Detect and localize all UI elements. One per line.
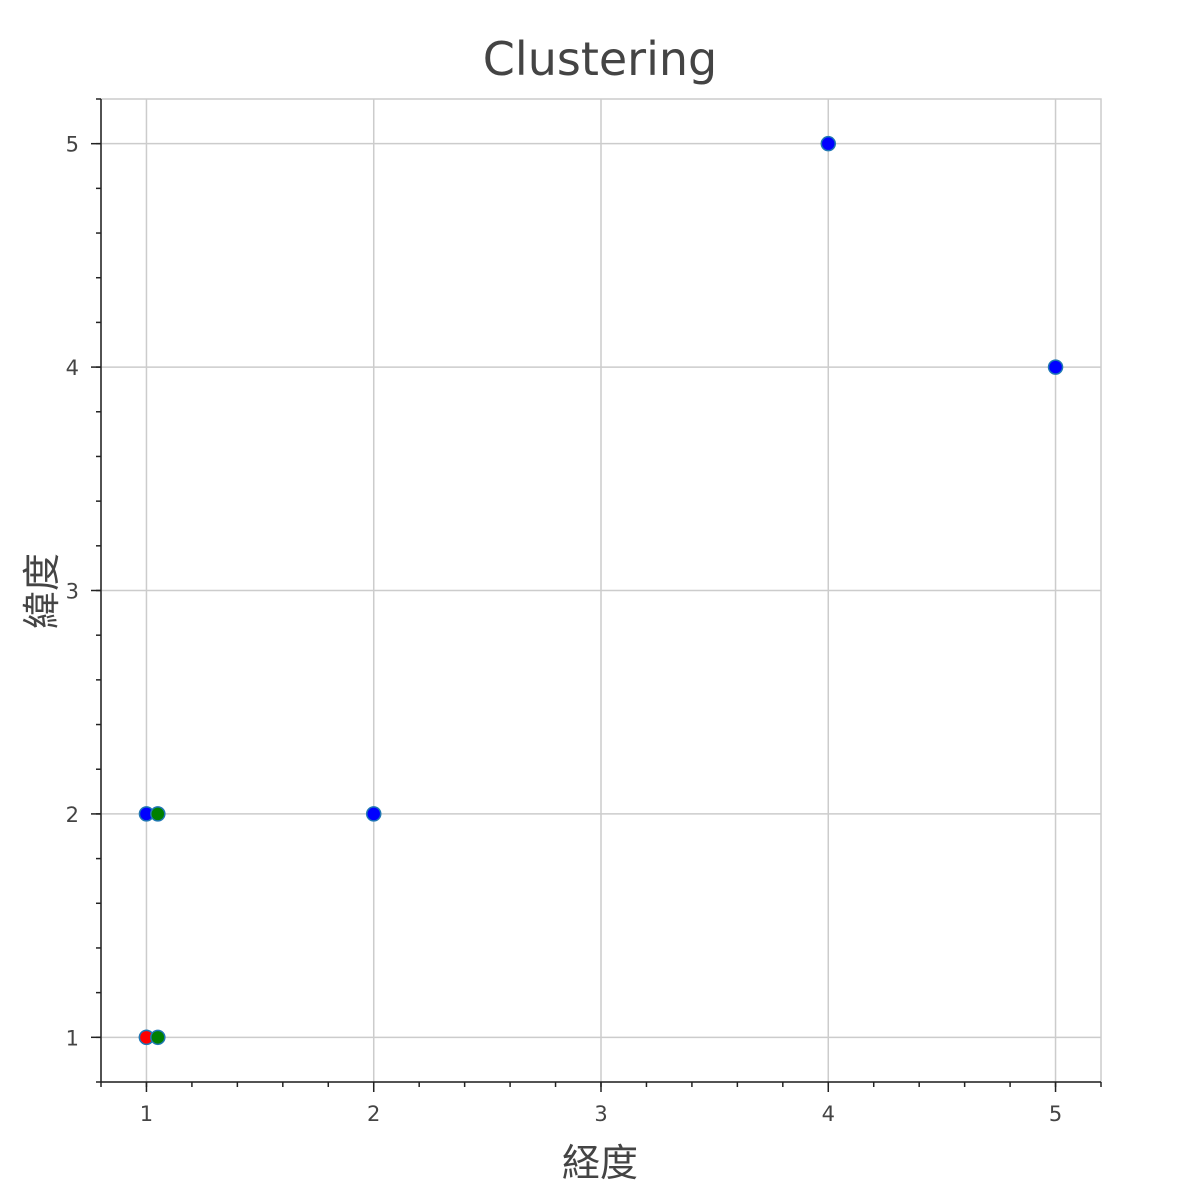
x-tick-label: 1	[140, 1102, 153, 1126]
scatter-point	[820, 135, 837, 152]
y-tick-label: 4	[66, 356, 79, 380]
axes	[91, 98, 1102, 1092]
x-axis-label: 経度	[562, 1141, 638, 1185]
x-tick-label: 4	[822, 1102, 835, 1126]
y-tick-label: 3	[66, 580, 79, 604]
scatter-point	[1047, 359, 1064, 375]
scatter-point	[150, 806, 166, 822]
y-tick-label: 5	[66, 133, 79, 157]
tick-labels: 1 2 3 4 5 1 2 3 4 5	[66, 133, 1063, 1126]
data-points	[138, 135, 1064, 1046]
scatter-point	[365, 806, 382, 822]
scatter-point	[150, 1029, 166, 1046]
chart-title: Clustering	[482, 32, 718, 86]
y-tick-label: 1	[66, 1026, 79, 1050]
y-tick-label: 2	[66, 803, 79, 827]
grid-lines	[101, 99, 1101, 1082]
x-tick-label: 3	[594, 1102, 607, 1126]
x-tick-label: 2	[367, 1102, 380, 1126]
y-axis-label: 緯度	[20, 553, 64, 629]
x-tick-label: 5	[1049, 1102, 1062, 1126]
